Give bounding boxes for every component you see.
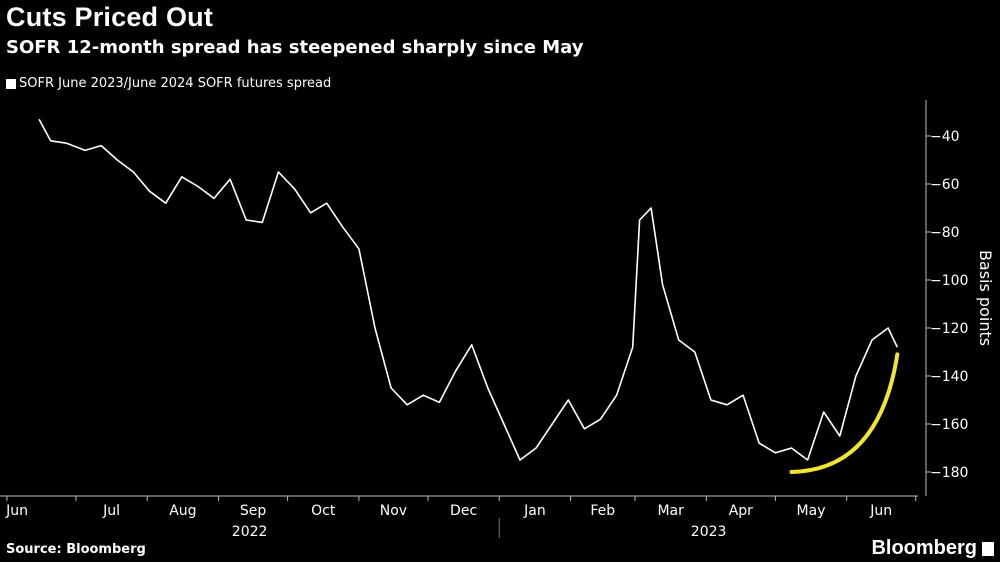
legend: SOFR June 2023/June 2024 SOFR futures sp… [6,76,331,91]
x-tick-label: Dec [450,503,477,519]
x-tick-label: Sep [240,503,267,519]
chart-title: Cuts Priced Out [6,2,214,32]
y-tick-label: −120 [930,321,968,337]
x-tick-label: Mar [657,503,684,519]
x-tick-label: Jan [523,503,546,519]
x-tick-label: Jul [102,503,120,519]
x-tick-label: Oct [311,503,336,519]
source-note: Source: Bloomberg [6,542,146,557]
y-axis-title: Basis points [976,250,995,346]
x-tick-label: Jun [5,503,28,519]
series-line [38,118,899,461]
x-year-label: 2023 [691,524,727,540]
x-tick-label: May [797,503,826,519]
y-tick-label: −180 [930,465,968,481]
legend-label: SOFR June 2023/June 2024 SOFR futures sp… [19,76,332,91]
x-tick-label: Aug [169,503,196,519]
y-tick-label: −40 [930,129,960,145]
x-tick-label: Nov [380,503,407,519]
brand-mark-icon [982,541,994,556]
x-tick-label: Feb [590,503,615,519]
brand-name: Bloomberg [871,537,977,559]
y-tick-label: −80 [930,225,960,241]
legend-swatch [6,78,16,89]
highlight-curve [789,352,900,474]
y-tick-label: −160 [930,417,968,433]
x-tick-label: Jun [869,503,892,519]
x-tick-label: Apr [729,503,753,519]
y-tick-label: −140 [930,369,968,385]
y-tick-label: −100 [930,273,968,289]
brand-logo: Bloomberg [871,537,994,560]
x-year-label: 2022 [232,524,268,540]
y-tick-label: −60 [930,177,960,193]
chart-subtitle: SOFR 12-month spread has steepened sharp… [6,37,584,58]
